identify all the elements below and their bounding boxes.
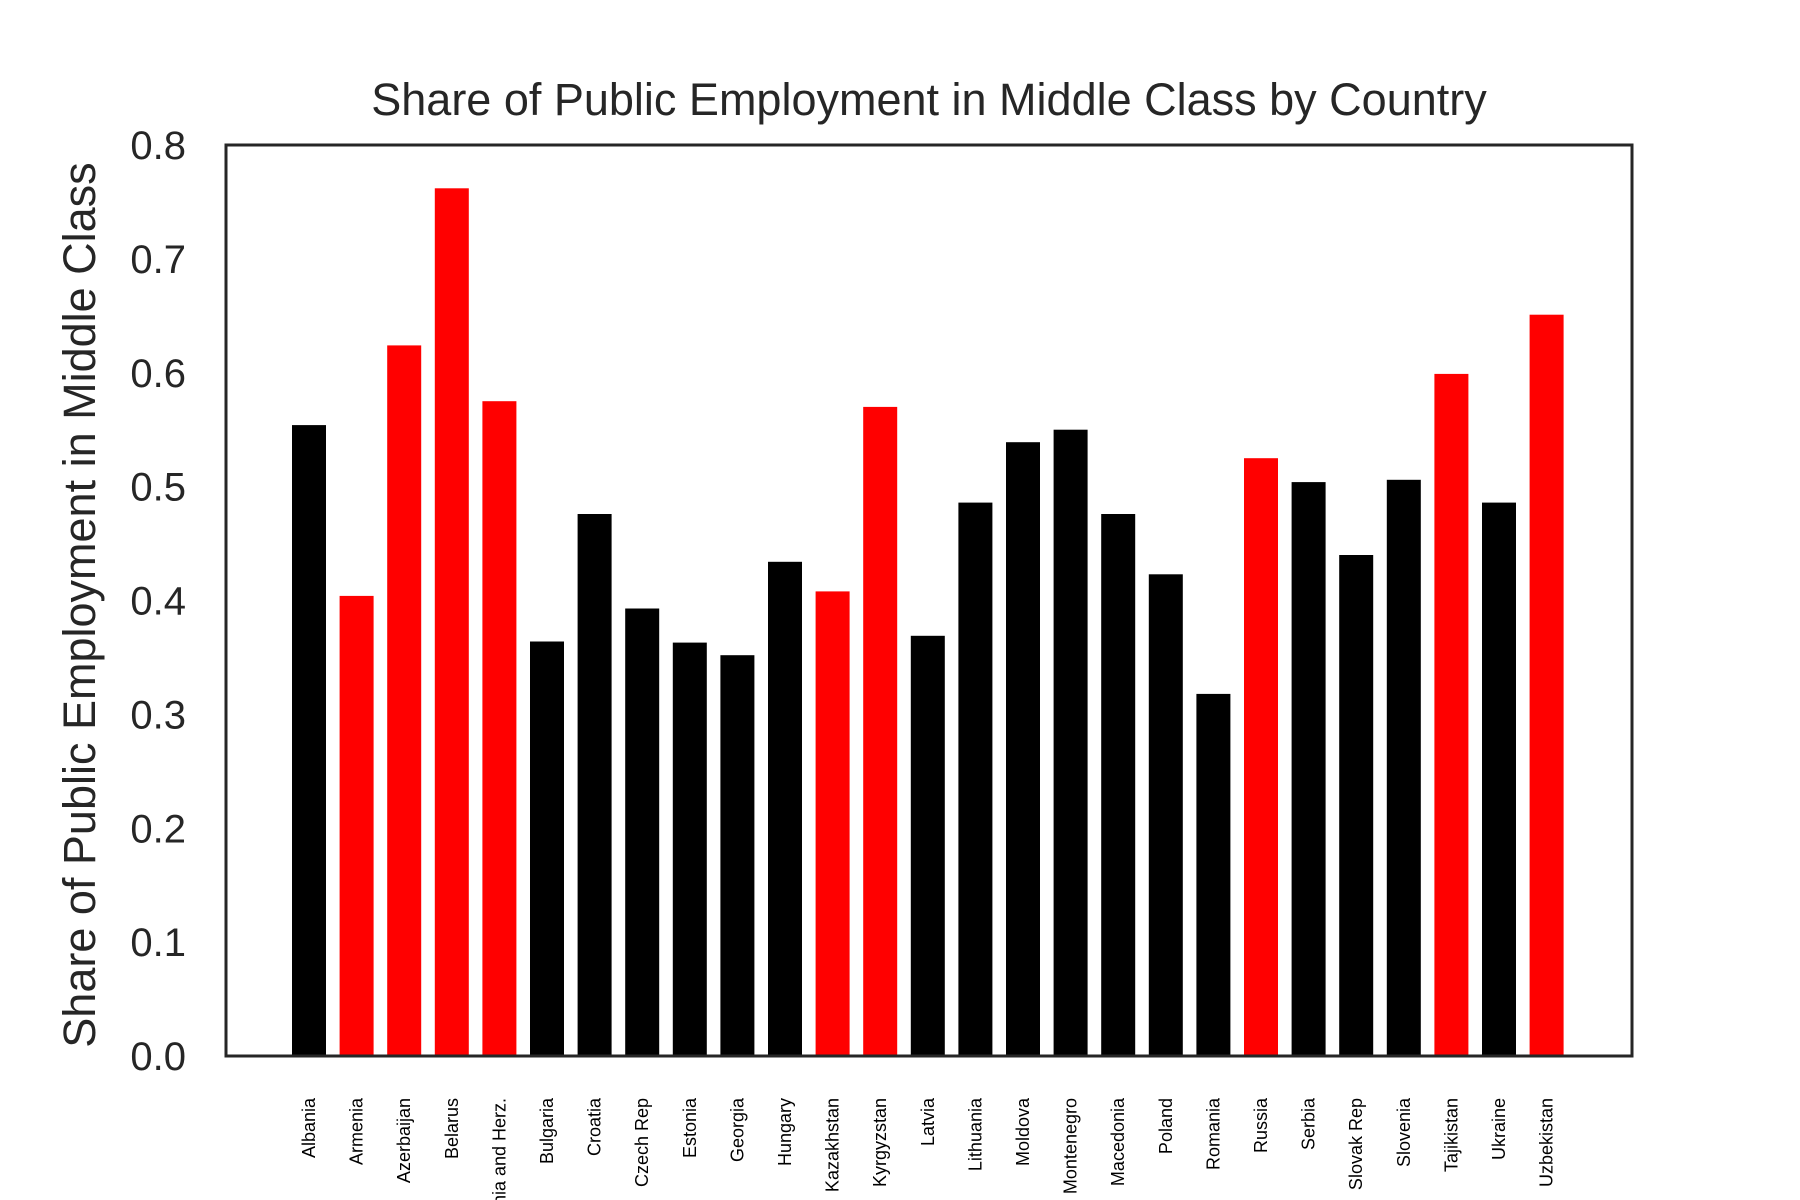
x-tick-label: Czech Rep bbox=[632, 1098, 652, 1187]
bar bbox=[482, 401, 517, 1056]
y-tick-label: 0.2 bbox=[130, 807, 186, 851]
x-axis: Albania Armenia Azerbaijan Belarus Bosnia an… bbox=[299, 1097, 1557, 1200]
x-tick-label: Bulgaria bbox=[537, 1097, 557, 1164]
y-axis: 0.0 0.1 0.2 0.3 0.4 0.5 0.6 0.7 0.8 bbox=[130, 124, 186, 1079]
x-tick-label: Latvia bbox=[918, 1097, 938, 1146]
bar bbox=[530, 641, 564, 1056]
x-tick-label: Romania bbox=[1203, 1097, 1223, 1170]
bar bbox=[387, 345, 422, 1056]
x-tick-label: Albania bbox=[299, 1097, 319, 1158]
bar bbox=[292, 425, 326, 1057]
bar bbox=[672, 642, 707, 1056]
y-tick-label: 0.7 bbox=[130, 238, 186, 282]
y-tick-label: 0.8 bbox=[130, 124, 186, 168]
bar bbox=[1386, 479, 1421, 1056]
bar bbox=[863, 406, 898, 1056]
axes-frame bbox=[224, 143, 1634, 1058]
x-tick-label: Georgia bbox=[727, 1097, 747, 1162]
x-tick-label: Macedonia bbox=[1108, 1097, 1128, 1186]
x-tick-label: Azerbaijan bbox=[394, 1098, 414, 1183]
bar bbox=[577, 514, 612, 1056]
x-tick-label: Montenegro bbox=[1061, 1098, 1081, 1194]
bar bbox=[434, 188, 469, 1057]
bar bbox=[1196, 693, 1231, 1056]
bar bbox=[625, 608, 660, 1056]
x-tick-label: Poland bbox=[1156, 1098, 1176, 1154]
bar bbox=[1148, 574, 1183, 1056]
y-tick-label: 0.6 bbox=[130, 352, 186, 396]
x-tick-label: Armenia bbox=[347, 1097, 367, 1165]
x-tick-label: Serbia bbox=[1299, 1097, 1319, 1150]
chart-title: Share of Public Employment in Middle Cla… bbox=[371, 74, 1487, 125]
y-tick-label: 0.3 bbox=[130, 693, 186, 737]
x-tick-label: Ukraine bbox=[1489, 1098, 1509, 1160]
x-tick-label: Bosnia and Herz. bbox=[489, 1098, 509, 1200]
bar bbox=[1101, 514, 1136, 1056]
bar bbox=[958, 502, 993, 1057]
bar bbox=[1006, 442, 1040, 1056]
x-tick-label: Uzbekistan bbox=[1537, 1098, 1557, 1187]
y-tick-label: 0.1 bbox=[130, 921, 186, 965]
bar bbox=[1529, 314, 1564, 1056]
x-tick-label: Croatia bbox=[585, 1097, 605, 1156]
x-tick-label: Lithuania bbox=[965, 1097, 985, 1171]
x-tick-label: Moldova bbox=[1013, 1097, 1033, 1166]
x-tick-label: Hungary bbox=[775, 1098, 795, 1166]
bar bbox=[1482, 502, 1516, 1057]
bar bbox=[1244, 458, 1278, 1056]
y-tick-label: 0.5 bbox=[130, 466, 186, 510]
x-tick-label: Russia bbox=[1251, 1097, 1271, 1153]
x-tick-label: Kyrgyzstan bbox=[870, 1098, 890, 1187]
bar bbox=[1434, 373, 1469, 1056]
bar bbox=[720, 655, 755, 1056]
x-tick-label: Slovak Rep bbox=[1346, 1098, 1366, 1190]
x-tick-label: Slovenia bbox=[1394, 1097, 1414, 1167]
x-tick-label: Estonia bbox=[680, 1097, 700, 1158]
bars bbox=[292, 188, 1564, 1057]
bar bbox=[1339, 555, 1374, 1056]
bar bbox=[1053, 429, 1088, 1056]
bar bbox=[815, 591, 850, 1056]
bar bbox=[1291, 482, 1326, 1057]
y-tick-label: 0.4 bbox=[130, 580, 186, 624]
x-tick-label: Kazakhstan bbox=[823, 1098, 843, 1192]
bar bbox=[910, 635, 945, 1056]
x-tick-label: Tajikistan bbox=[1441, 1098, 1461, 1172]
x-tick-label: Belarus bbox=[442, 1098, 462, 1159]
bar bbox=[339, 595, 374, 1056]
bar bbox=[768, 561, 802, 1056]
y-tick-label: 0.0 bbox=[130, 1035, 186, 1079]
